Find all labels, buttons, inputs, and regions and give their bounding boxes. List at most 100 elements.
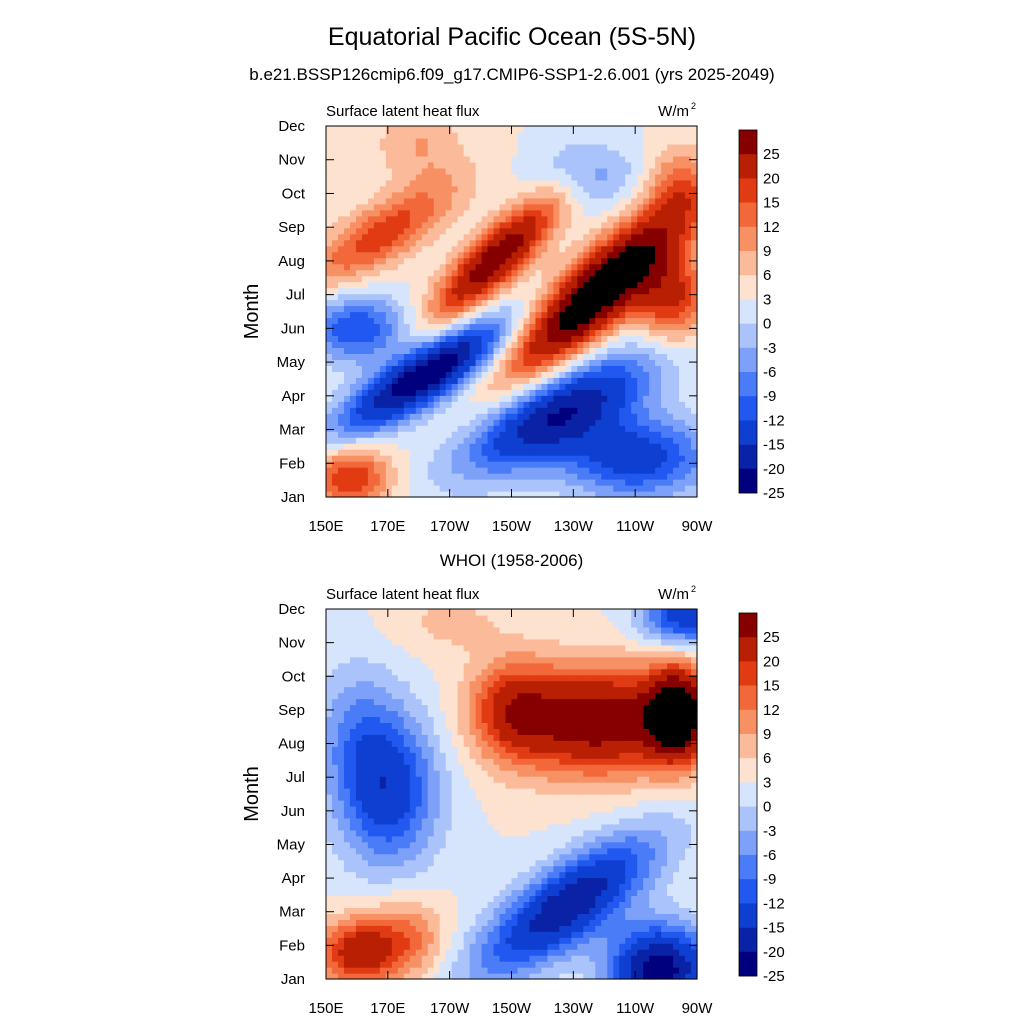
heatmap-cell (553, 239, 560, 247)
heatmap-cell (469, 126, 477, 133)
heatmap-cell (673, 185, 680, 193)
heatmap-cell (625, 431, 632, 438)
heatmap-cell (625, 455, 632, 462)
heatmap-cell (439, 907, 447, 914)
heatmap-cell (637, 167, 644, 175)
heatmap-cell (649, 883, 656, 891)
heatmap-cell (577, 467, 584, 474)
heatmap-cell (607, 245, 614, 253)
heatmap-cell (643, 895, 650, 903)
heatmap-cell (385, 149, 393, 157)
heatmap-cell (601, 449, 608, 456)
heatmap-cell (343, 425, 351, 432)
heatmap-cell (403, 335, 411, 343)
heatmap-cell (637, 317, 644, 325)
heatmap-cell (361, 299, 369, 307)
heatmap-cell (649, 299, 656, 307)
heatmap-cell (571, 907, 578, 914)
heatmap-cell (655, 455, 662, 462)
heatmap-cell (679, 203, 686, 211)
heatmap-cell (457, 389, 465, 396)
heatmap-cell (547, 383, 554, 390)
heatmap-cell (421, 443, 429, 450)
heatmap-cell (439, 209, 447, 217)
heatmap-cell (559, 425, 566, 432)
heatmap-cell (445, 383, 453, 390)
heatmap-cell (379, 371, 387, 378)
heatmap-cell (583, 919, 590, 926)
heatmap-cell (415, 931, 423, 938)
heatmap-cell (595, 293, 602, 301)
heatmap-cell (511, 299, 519, 307)
heatmap-cell (559, 389, 566, 396)
heatmap-cell (445, 907, 453, 914)
heatmap-cell (457, 395, 465, 402)
heatmap-cell (469, 365, 477, 372)
heatmap-cell (643, 347, 650, 354)
heatmap-cell (463, 341, 471, 348)
heatmap-cell (397, 425, 405, 432)
heatmap-cell (577, 269, 584, 277)
heatmap-cell (463, 197, 471, 205)
heatmap-cell (367, 137, 375, 145)
heatmap-cell (361, 251, 369, 259)
heatmap-cell (505, 413, 513, 420)
heatmap-cell (487, 925, 495, 932)
heatmap-cell (553, 287, 560, 295)
heatmap-cell (481, 413, 489, 420)
heatmap-cell (487, 329, 495, 337)
heatmap-cell (595, 961, 602, 968)
heatmap-cell (679, 287, 686, 295)
heatmap-cell (487, 389, 495, 396)
colorbar-box (739, 347, 757, 373)
heatmap-cell (337, 955, 345, 962)
heatmap-cell (487, 239, 495, 247)
heatmap-cell (343, 449, 351, 456)
heatmap-cell (433, 955, 441, 962)
heatmap-cell (601, 317, 608, 325)
heatmap-cell (457, 185, 465, 193)
heatmap-cell (547, 431, 554, 438)
heatmap-cell (409, 889, 417, 897)
heatmap-cell (685, 305, 692, 313)
heatmap-cell (343, 353, 351, 360)
heatmap-cell (373, 889, 381, 897)
heatmap-cell (463, 293, 471, 301)
heatmap-cell (583, 305, 590, 313)
heatmap-cell (343, 275, 351, 283)
heatmap-cell (661, 883, 668, 891)
heatmap-cell (331, 126, 339, 133)
heatmap-cell (553, 203, 560, 211)
heatmap-cell (475, 961, 483, 968)
heatmap-cell (331, 269, 339, 277)
heatmap-cell (487, 473, 495, 480)
heatmap-cell (685, 347, 692, 354)
heatmap-cell (337, 179, 345, 187)
heatmap-cell (505, 149, 513, 157)
heatmap-cell (517, 919, 525, 926)
heatmap-cell (409, 126, 417, 133)
heatmap-cell (571, 197, 578, 205)
heatmap-cell (679, 431, 686, 438)
heatmap-cell (427, 239, 435, 247)
heatmap-cell (517, 299, 525, 307)
heatmap-cell (601, 161, 608, 169)
heatmap-cell (337, 491, 345, 498)
heatmap-cell (487, 167, 495, 175)
heatmap-cell (367, 485, 375, 492)
heatmap-cell (439, 185, 447, 193)
heatmap-cell (361, 437, 369, 444)
heatmap-cell (427, 437, 435, 444)
heatmap-cell (667, 413, 674, 420)
heatmap-cell (631, 961, 638, 968)
heatmap-cell (391, 149, 399, 157)
heatmap-cell (415, 233, 423, 241)
panel-1: Surface latent heat flux W/m 2JanFebMarApr… (241, 101, 785, 535)
heatmap-cell (553, 383, 560, 390)
heatmap-cell (625, 293, 632, 301)
heatmap-cell (355, 203, 363, 211)
heatmap-cell (415, 227, 423, 235)
heatmap-cell (655, 317, 662, 325)
heatmap-cell (625, 215, 632, 223)
heatmap-cell (649, 901, 656, 908)
